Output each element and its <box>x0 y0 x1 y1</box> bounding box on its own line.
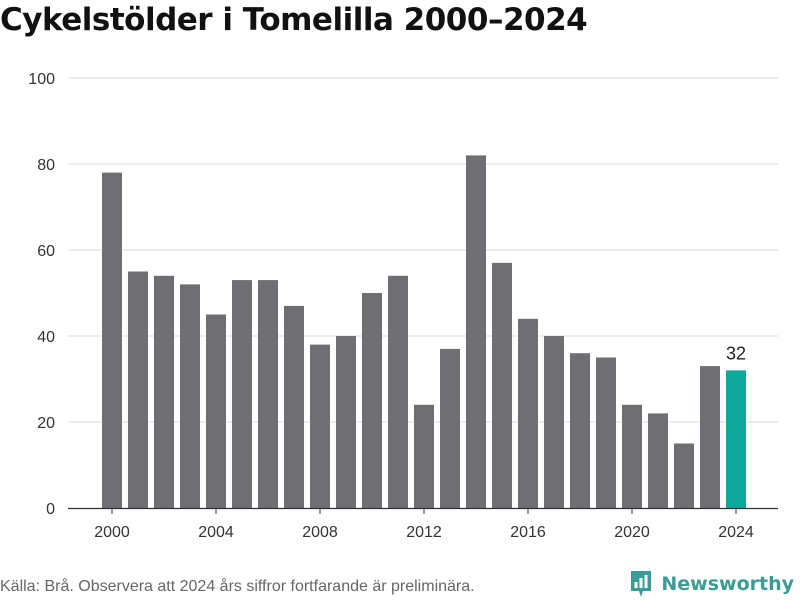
bars <box>102 155 746 508</box>
y-tick-label-80: 80 <box>37 157 55 174</box>
bar-2016 <box>518 318 538 508</box>
y-tick-label-40: 40 <box>37 329 55 346</box>
bar-2013 <box>440 348 460 508</box>
x-tick-label-2008: 2008 <box>302 524 338 541</box>
bar-2012 <box>414 404 434 508</box>
bar-2021 <box>648 413 668 508</box>
bar-2020 <box>622 404 642 508</box>
bar-2007 <box>284 305 304 508</box>
bar-2003 <box>180 284 200 508</box>
bar-2002 <box>154 275 174 508</box>
bar-2011 <box>388 275 408 508</box>
x-tick-label-2016: 2016 <box>510 524 546 541</box>
x-tick-label-2020: 2020 <box>614 524 650 541</box>
bar-2019 <box>596 357 616 508</box>
newsworthy-logo[interactable]: Newsworthy <box>629 569 794 599</box>
y-axis-ticks: 0 20 40 60 80 100 <box>28 71 55 518</box>
x-tick-label-2012: 2012 <box>406 524 442 541</box>
data-labels: 32 <box>726 343 746 363</box>
x-tick-label-2024: 2024 <box>718 524 754 541</box>
bar-2022 <box>674 443 694 508</box>
x-tick-label-2004: 2004 <box>198 524 234 541</box>
bar-2010 <box>362 293 382 508</box>
y-tick-label-60: 60 <box>37 243 55 260</box>
x-axis: 2000 2004 2008 2012 2016 2020 2024 <box>68 507 778 541</box>
source-note: Källa: Brå. Observera att 2024 års siffr… <box>0 578 475 595</box>
y-tick-label-0: 0 <box>46 501 55 518</box>
bar-2000 <box>102 172 122 508</box>
gridlines <box>68 77 778 423</box>
bar-chart-pin-icon <box>631 571 652 597</box>
bar-2006 <box>258 280 278 508</box>
bar-2008 <box>310 344 330 508</box>
bar-2004 <box>206 314 226 508</box>
y-tick-label-100: 100 <box>28 71 55 88</box>
bar-2018 <box>570 353 590 508</box>
bar-2014 <box>466 155 486 508</box>
chart-title: Cykelstölder i Tomelilla 2000–2024 <box>0 2 588 38</box>
bar-2009 <box>336 336 356 508</box>
y-tick-label-20: 20 <box>37 415 55 432</box>
brand-name: Newsworthy <box>661 573 794 595</box>
data-label-2024: 32 <box>726 343 746 363</box>
bar-2017 <box>544 336 564 508</box>
bar-2015 <box>492 262 512 508</box>
bar-2001 <box>128 271 148 508</box>
bar-2005 <box>232 280 252 508</box>
bar-2023 <box>700 366 720 508</box>
x-tick-label-2000: 2000 <box>94 524 130 541</box>
bar-2024 <box>726 370 746 508</box>
